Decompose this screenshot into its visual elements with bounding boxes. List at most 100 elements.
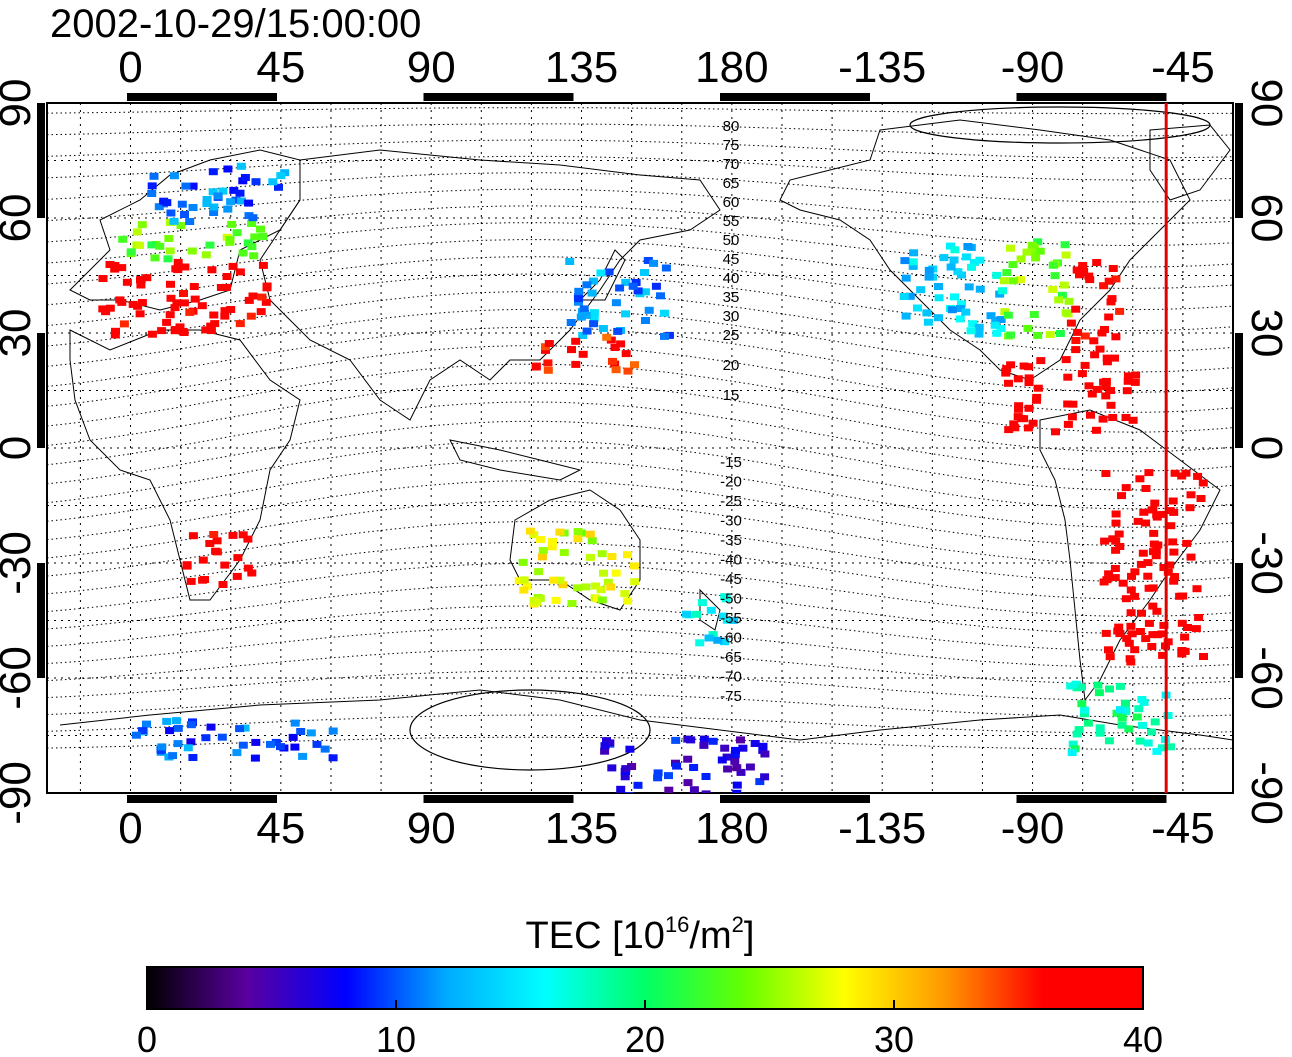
tec-cell bbox=[169, 172, 179, 180]
tec-cell bbox=[246, 312, 256, 320]
tec-cell bbox=[135, 310, 145, 318]
tec-cell bbox=[1152, 747, 1162, 755]
tec-cell bbox=[899, 293, 909, 300]
tec-cell bbox=[243, 535, 253, 543]
tec-cell bbox=[1126, 609, 1136, 617]
tec-cell bbox=[1031, 254, 1041, 262]
tec-cell bbox=[602, 333, 612, 341]
tec-cell bbox=[328, 754, 338, 762]
tec-cell bbox=[247, 243, 257, 251]
tec-cell bbox=[220, 312, 230, 320]
tec-cell bbox=[1141, 485, 1151, 492]
tick-bar-left bbox=[37, 333, 45, 448]
right-axis-label: -30 bbox=[1242, 531, 1291, 595]
tec-cell bbox=[201, 326, 211, 334]
right-axis-label: 90 bbox=[1242, 79, 1291, 128]
tec-cell bbox=[720, 744, 730, 752]
tec-cell bbox=[149, 172, 159, 180]
tec-cell bbox=[755, 778, 765, 786]
tec-cell bbox=[1130, 646, 1140, 654]
tec-cell bbox=[218, 581, 228, 588]
tec-cell bbox=[1102, 358, 1112, 366]
tec-cell bbox=[1098, 415, 1108, 423]
tec-cell bbox=[1057, 291, 1067, 299]
tec-cell bbox=[996, 316, 1006, 323]
tec-cell bbox=[1198, 479, 1208, 487]
tec-cell bbox=[1183, 624, 1192, 631]
tec-cell bbox=[209, 203, 219, 211]
tec-cell bbox=[1163, 712, 1173, 719]
tec-cell bbox=[1077, 683, 1086, 691]
tec-cell bbox=[165, 311, 175, 319]
tec-cell bbox=[1063, 400, 1073, 408]
tec-cell bbox=[644, 306, 654, 314]
tec-cell bbox=[235, 725, 245, 733]
tec-cell bbox=[177, 200, 187, 208]
tec-cell bbox=[1002, 269, 1012, 276]
tec-cell bbox=[1097, 329, 1107, 337]
tec-cell bbox=[732, 789, 742, 793]
tec-cell bbox=[567, 600, 577, 607]
tec-cell bbox=[606, 583, 616, 591]
tec-cell bbox=[629, 562, 639, 570]
tec-cell bbox=[1157, 744, 1167, 752]
tec-cell bbox=[549, 576, 559, 584]
map-title: 2002-10-29/15:00:00 bbox=[50, 2, 422, 46]
tec-cell bbox=[197, 302, 207, 310]
tec-cell bbox=[947, 306, 957, 314]
tec-cell bbox=[581, 583, 591, 591]
tec-cell bbox=[1063, 373, 1073, 381]
tec-cell bbox=[209, 209, 219, 216]
tec-cell bbox=[1112, 709, 1122, 717]
tec-cell bbox=[1192, 585, 1202, 593]
tec-cell bbox=[732, 781, 742, 789]
tec-cell bbox=[616, 340, 626, 348]
tec-cell bbox=[189, 283, 199, 290]
tec-cell bbox=[1149, 548, 1158, 556]
tec-cell bbox=[205, 241, 215, 249]
tick-bar-bottom bbox=[127, 795, 277, 803]
tec-cell bbox=[165, 247, 175, 255]
tec-cell bbox=[1166, 743, 1176, 751]
tec-cell bbox=[181, 182, 191, 190]
tec-cell bbox=[208, 168, 218, 176]
tec-cell bbox=[955, 315, 965, 323]
tec-cell bbox=[1019, 362, 1029, 370]
contour-label: -60 bbox=[720, 630, 742, 647]
colorbar-tick-label: 0 bbox=[137, 1019, 157, 1057]
contour-label: -35 bbox=[720, 532, 742, 549]
tec-cell bbox=[603, 578, 613, 586]
tec-cell bbox=[1114, 623, 1124, 631]
tec-cell bbox=[1064, 297, 1074, 305]
tec-cell bbox=[1124, 639, 1134, 647]
tec-cell bbox=[256, 308, 266, 316]
tec-cell bbox=[1118, 579, 1128, 587]
tec-cell bbox=[235, 189, 245, 197]
tec-cell bbox=[1194, 614, 1204, 621]
tec-cell bbox=[968, 320, 978, 328]
contour-line bbox=[47, 648, 1233, 685]
tec-cell bbox=[171, 265, 181, 273]
contour-label: -30 bbox=[720, 513, 742, 530]
tec-cell bbox=[736, 736, 745, 744]
tec-cell bbox=[1014, 405, 1023, 413]
top-axis-label: -45 bbox=[1151, 43, 1215, 92]
tec-cell bbox=[169, 217, 179, 225]
tec-cell bbox=[1108, 265, 1118, 272]
tec-cell bbox=[593, 595, 602, 603]
tec-cell bbox=[202, 200, 212, 207]
tick-bar-bottom bbox=[1016, 795, 1167, 803]
tec-cell bbox=[672, 762, 682, 770]
top-axis-label: 90 bbox=[407, 43, 456, 92]
tec-cell bbox=[170, 327, 180, 335]
tec-cell bbox=[1122, 634, 1132, 642]
contour-line bbox=[47, 605, 1233, 651]
contour-line bbox=[47, 500, 1233, 565]
tec-cell bbox=[142, 274, 152, 282]
tec-cell bbox=[1104, 570, 1114, 578]
tec-cell bbox=[1186, 491, 1196, 499]
tec-cell bbox=[209, 311, 219, 319]
tec-cell bbox=[1143, 572, 1153, 580]
tec-cell bbox=[1101, 629, 1111, 637]
